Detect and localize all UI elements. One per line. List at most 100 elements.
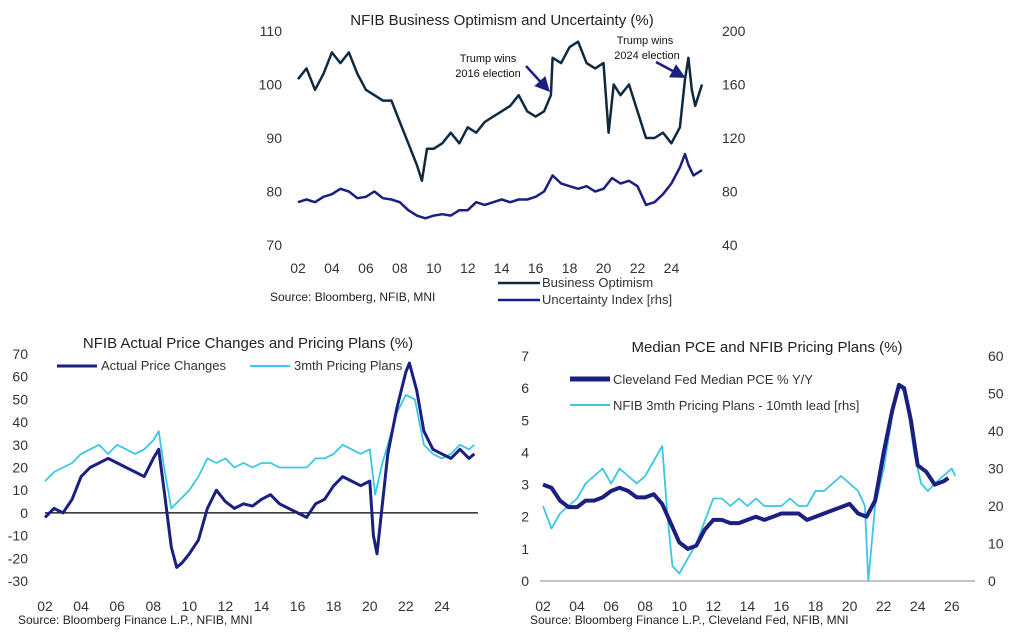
chart3-y-right-ticks: 0 10 20 30 40 50 60 [988,348,1004,589]
annotation-2024-arrow [655,60,686,78]
x-tick-label: 20 [842,598,858,614]
series-business-optimism [297,40,704,183]
y-tick-label: 0 [20,505,28,521]
x-tick-label: 10 [182,598,198,614]
y-tick-label: 7 [521,348,529,364]
chart3-legend: Cleveland Fed Median PCE % Y/Y NFIB 3mth… [570,372,859,413]
y-tick-label: 0 [988,573,996,589]
chart3-x-ticks: 02 04 06 08 10 12 14 16 18 20 22 24 26 [535,598,960,614]
x-tick-label: 22 [876,598,892,614]
series-uncertainty-index-rhs [297,152,703,220]
x-tick-label: 04 [73,598,89,614]
series-nfib-3mth-pricing-plans-10mth-lead-rhs [542,385,957,582]
x-tick-label: 06 [603,598,619,614]
annotation-2016-line2: 2016 election [455,68,520,80]
x-tick-label: 22 [630,260,646,276]
annotation-2024-line1: Trump wins [617,35,674,47]
x-tick-label: 14 [254,598,270,614]
y-tick-label: 200 [722,23,746,39]
x-tick-label: 02 [535,598,551,614]
chart-price-changes: NFIB Actual Price Changes and Pricing Pl… [8,335,478,627]
chart3-title: Median PCE and NFIB Pricing Plans (%) [632,339,903,356]
x-tick-label: 24 [910,598,926,614]
y-tick-label: -20 [8,550,28,566]
series-3mth-pricing-plans [44,394,475,510]
y-tick-label: 20 [988,498,1004,514]
chart3-y-left-ticks: 0 1 2 3 4 5 6 7 [521,348,529,589]
chart1-annotations: Trump wins 2016 election Trump wins 2024 el… [455,35,686,93]
chart1-x-ticks: 02 04 06 08 10 12 14 16 18 20 22 24 [290,260,679,276]
x-tick-label: 20 [596,260,612,276]
annotation-2024-line2: 2024 election [614,50,679,62]
chart2-y-ticks: 70 60 50 40 30 20 10 0 -10 -20 -30 [8,346,28,589]
chart3-source: Source: Bloomberg Finance L.P., Clevelan… [530,613,849,627]
x-tick-label: 08 [145,598,161,614]
x-tick-label: 24 [664,260,680,276]
x-tick-label: 04 [569,598,585,614]
x-tick-label: 18 [808,598,824,614]
annotation-2016-arrow [525,65,550,93]
y-tick-label: 60 [988,348,1004,364]
x-tick-label: 16 [290,598,306,614]
y-tick-label: 120 [722,130,746,146]
y-tick-label: 5 [521,412,529,428]
y-tick-label: 6 [521,380,529,396]
x-tick-label: 18 [326,598,342,614]
legend-actual-price-changes: Actual Price Changes [101,358,227,373]
annotation-2016-line1: Trump wins [460,53,517,65]
y-tick-label: 70 [266,237,282,253]
y-tick-label: 2 [521,509,529,525]
y-tick-label: 40 [988,423,1004,439]
x-tick-label: 14 [494,260,510,276]
chart2-series [43,361,476,569]
legend-uncertainty: Uncertainty Index [rhs] [542,292,672,307]
y-tick-label: 60 [12,369,28,385]
chart1-title: NFIB Business Optimism and Uncertainty (… [350,12,653,29]
x-tick-label: 20 [362,598,378,614]
chart2-source: Source: Bloomberg Finance L.P., NFIB, MN… [18,613,253,627]
legend-nfib-lead: NFIB 3mth Pricing Plans - 10mth lead [rh… [613,398,859,413]
y-tick-label: 0 [521,573,529,589]
series-actual-price-changes [43,361,476,569]
y-tick-label: 10 [988,536,1004,552]
y-tick-label: 50 [12,391,28,407]
chart2-x-ticks: 02 04 06 08 10 12 14 16 18 20 22 24 [37,598,450,614]
y-tick-label: 80 [722,184,738,200]
y-tick-label: 40 [722,237,738,253]
chart-pce-pricing: Median PCE and NFIB Pricing Plans (%) 0 1… [521,339,1004,627]
chart3-series [542,382,957,582]
x-tick-label: 18 [562,260,578,276]
x-tick-label: 16 [774,598,790,614]
x-tick-label: 12 [218,598,234,614]
y-tick-label: -30 [8,573,28,589]
legend-pricing-plans: 3mth Pricing Plans [294,358,403,373]
chart1-series [297,40,704,220]
x-tick-label: 16 [528,260,544,276]
chart2-title: NFIB Actual Price Changes and Pricing Pl… [83,335,413,352]
y-tick-label: 4 [521,444,529,460]
y-tick-label: 70 [12,346,28,362]
x-tick-label: 12 [460,260,476,276]
legend-business-optimism: Business Optimism [542,275,653,290]
x-tick-label: 02 [37,598,53,614]
x-tick-label: 02 [290,260,306,276]
chart1-y-left-ticks: 70 80 90 100 110 [259,23,283,253]
y-tick-label: 90 [266,130,282,146]
y-tick-label: 10 [12,482,28,498]
y-tick-label: 100 [259,77,283,93]
y-tick-label: 110 [260,23,283,39]
x-tick-label: 10 [671,598,687,614]
x-tick-label: 12 [706,598,722,614]
chart1-source: Source: Bloomberg, NFIB, MNI [270,290,435,304]
y-tick-label: 3 [521,477,529,493]
legend-median-pce: Cleveland Fed Median PCE % Y/Y [613,372,813,387]
chart1-y-right-ticks: 40 80 120 160 200 [722,23,746,253]
y-tick-label: 160 [722,77,746,93]
x-tick-label: 22 [398,598,414,614]
x-tick-label: 06 [358,260,374,276]
y-tick-label: -10 [8,528,28,544]
y-tick-label: 80 [266,184,282,200]
y-tick-label: 30 [988,461,1004,477]
y-tick-label: 30 [12,437,28,453]
y-tick-label: 40 [12,414,28,430]
